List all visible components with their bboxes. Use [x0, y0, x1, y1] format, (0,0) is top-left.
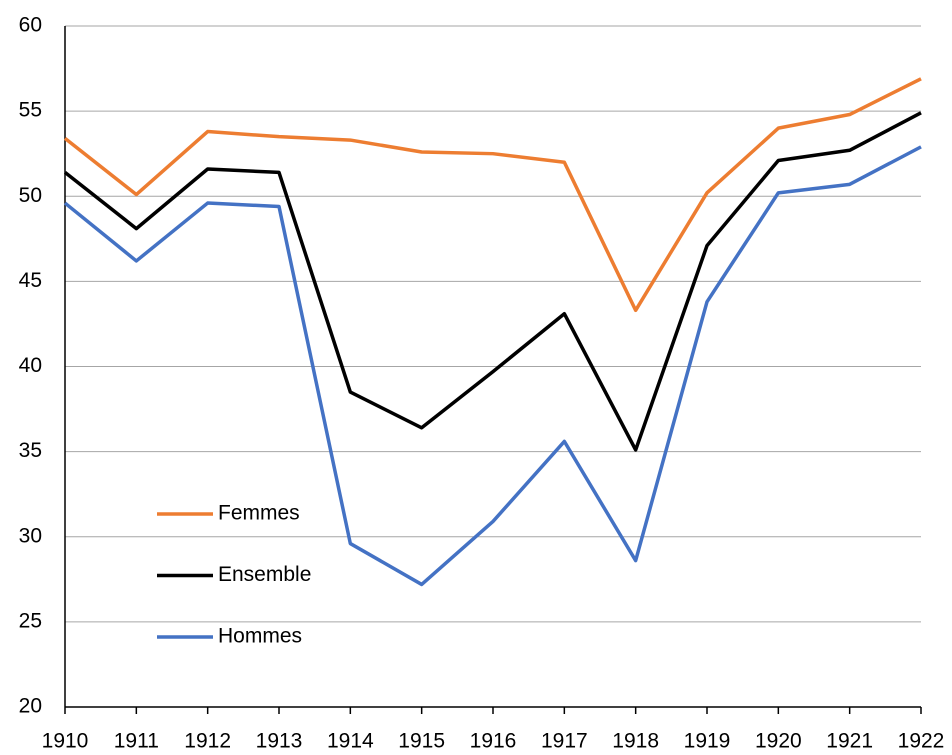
x-tick-label: 1915 — [398, 730, 445, 753]
x-tick-label: 1914 — [327, 730, 374, 753]
y-tick-label: 20 — [19, 695, 42, 718]
y-tick-label: 45 — [19, 269, 42, 292]
x-tick-label: 1916 — [470, 730, 517, 753]
x-tick-label: 1922 — [898, 730, 945, 753]
x-tick-label: 1917 — [541, 730, 588, 753]
y-tick-label: 35 — [19, 439, 42, 462]
x-tick-label: 1910 — [42, 730, 89, 753]
y-tick-label: 50 — [19, 184, 42, 207]
series-line — [63, 111, 922, 452]
x-tick-label: 1921 — [826, 730, 873, 753]
series-line — [63, 77, 922, 313]
x-tick-label: 1911 — [114, 730, 159, 753]
x-tick-label: 1919 — [684, 730, 731, 753]
y-tick-label: 40 — [19, 354, 42, 377]
x-tick-label: 1920 — [755, 730, 802, 753]
y-tick-label: 30 — [19, 524, 42, 547]
x-tick-label: 1913 — [256, 730, 303, 753]
legend-label: Femmes — [218, 502, 300, 525]
y-tick-label: 55 — [19, 99, 42, 122]
series-line — [63, 145, 922, 587]
y-tick-label: 60 — [19, 14, 42, 37]
legend-label: Ensemble — [218, 563, 311, 586]
y-tick-label: 25 — [19, 609, 42, 632]
legend-label: Hommes — [218, 625, 302, 648]
x-tick-label: 1912 — [184, 730, 231, 753]
x-tick-label: 1918 — [612, 730, 659, 753]
